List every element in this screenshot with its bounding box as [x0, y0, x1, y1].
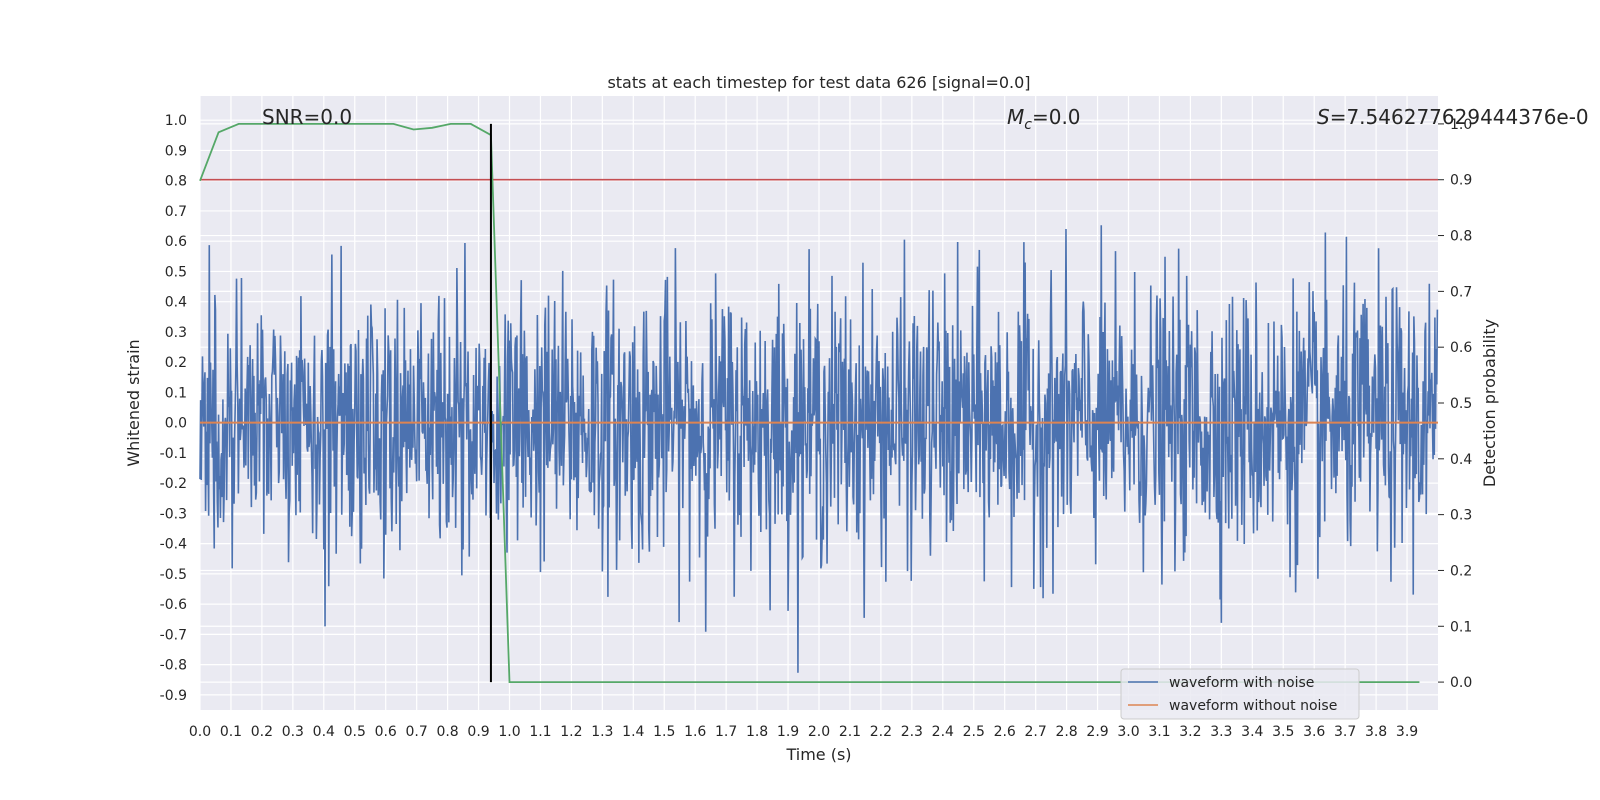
s-symbol: S — [1317, 105, 1330, 129]
left-tick-label: 0.9 — [165, 143, 187, 159]
x-tick-label: 1.7 — [715, 724, 737, 740]
x-tick-label: 2.8 — [1055, 724, 1077, 740]
x-tick-label: 3.3 — [1210, 724, 1232, 740]
right-tick-label: 0.4 — [1450, 452, 1472, 468]
legend: waveform with noise waveform without noi… — [1120, 668, 1360, 720]
mc-annotation: Mc=0.0 — [1007, 105, 1081, 133]
x-tick-label: 1.1 — [529, 724, 551, 740]
x-tick-label: 3.4 — [1241, 724, 1263, 740]
mc-subscript: c — [1024, 117, 1032, 133]
x-tick-label: 0.9 — [467, 724, 489, 740]
x-tick-label: 1.8 — [746, 724, 768, 740]
left-axis-ticks: 1.0 0.9 0.8 0.7 0.6 0.5 0.4 0.3 0.2 0.1 0.0 -0.1 -0.… — [160, 113, 187, 704]
right-tick-label: 0.3 — [1450, 508, 1472, 524]
left-tick-label: -0.1 — [160, 446, 187, 462]
legend-box — [1120, 668, 1360, 720]
left-tick-label: 1.0 — [165, 113, 187, 129]
x-tick-label: 1.3 — [591, 724, 613, 740]
mc-value: =0.0 — [1032, 105, 1081, 129]
x-tick-label: 2.2 — [870, 724, 892, 740]
x-tick-label: 3.0 — [1117, 724, 1139, 740]
x-tick-label: 1.2 — [560, 724, 582, 740]
x-tick-label: 0.5 — [344, 724, 366, 740]
x-tick-label: 3.2 — [1179, 724, 1201, 740]
x-tick-label: 2.7 — [1025, 724, 1047, 740]
x-tick-label: 1.0 — [498, 724, 520, 740]
right-axis-ticks: 1.0 0.9 0.8 0.7 0.6 0.5 0.4 0.3 0.2 0.1 0.0 — [1438, 117, 1472, 691]
left-axis-label: Whitened strain — [124, 339, 143, 466]
chart-title: stats at each timestep for test data 626… — [607, 73, 1030, 92]
x-tick-label: 0.2 — [251, 724, 273, 740]
x-tick-label: 2.9 — [1086, 724, 1108, 740]
left-tick-label: 0.2 — [165, 355, 187, 371]
x-tick-label: 0.3 — [282, 724, 304, 740]
right-tick-label: 0.2 — [1450, 563, 1472, 579]
s-value: =7.546277629444376e-0 — [1330, 105, 1589, 129]
right-tick-label: 0.5 — [1450, 396, 1472, 412]
x-tick-label: 0.7 — [406, 724, 428, 740]
x-tick-label: 0.8 — [436, 724, 458, 740]
left-tick-label: 0.3 — [165, 325, 187, 341]
left-tick-label: 0.0 — [165, 416, 187, 432]
right-tick-label: 0.8 — [1450, 229, 1472, 245]
left-tick-label: 0.6 — [165, 234, 187, 250]
x-tick-label: 1.6 — [684, 724, 706, 740]
right-tick-label: 0.7 — [1450, 284, 1472, 300]
right-tick-label: 0.9 — [1450, 173, 1472, 189]
x-axis-label: Time (s) — [785, 745, 851, 764]
mc-symbol: M — [1007, 105, 1024, 129]
left-tick-label: -0.4 — [160, 537, 187, 553]
x-tick-label: 0.6 — [375, 724, 397, 740]
right-tick-label: 0.1 — [1450, 619, 1472, 635]
x-tick-label: 3.7 — [1334, 724, 1356, 740]
left-tick-label: 0.7 — [165, 204, 187, 220]
left-tick-label: 0.4 — [165, 295, 187, 311]
left-tick-label: -0.9 — [160, 688, 187, 704]
x-tick-label: 3.1 — [1148, 724, 1170, 740]
left-tick-label: -0.6 — [160, 597, 187, 613]
x-tick-label: 0.0 — [189, 724, 211, 740]
right-axis-label: Detection probability — [1480, 319, 1499, 487]
legend-label-noise: waveform with noise — [1169, 675, 1314, 691]
x-tick-label: 2.3 — [901, 724, 923, 740]
x-tick-label: 2.1 — [839, 724, 861, 740]
x-tick-label: 1.4 — [622, 724, 644, 740]
x-tick-label: 3.6 — [1303, 724, 1325, 740]
x-tick-label: 0.4 — [313, 724, 335, 740]
x-tick-label: 2.0 — [808, 724, 830, 740]
legend-label-clean: waveform without noise — [1169, 698, 1337, 714]
right-tick-label: 0.0 — [1450, 675, 1472, 691]
detection-probability-line — [199, 123, 1420, 683]
right-tick-label: 0.6 — [1450, 340, 1472, 356]
waveform-with-noise-line — [199, 225, 1439, 673]
left-tick-label: -0.7 — [160, 627, 187, 643]
x-tick-label: 0.1 — [220, 724, 242, 740]
x-tick-label: 3.8 — [1365, 724, 1387, 740]
x-tick-label: 2.4 — [932, 724, 954, 740]
left-tick-label: 0.5 — [165, 264, 187, 280]
data-series — [199, 123, 1439, 683]
x-tick-label: 1.5 — [653, 724, 675, 740]
s-annotation: S=7.546277629444376e-0 — [1317, 105, 1589, 129]
left-tick-label: -0.2 — [160, 476, 187, 492]
x-tick-label: 2.6 — [994, 724, 1016, 740]
x-tick-label: 3.5 — [1272, 724, 1294, 740]
left-tick-label: -0.8 — [160, 658, 187, 674]
x-tick-label: 2.5 — [963, 724, 985, 740]
snr-annotation: SNR=0.0 — [262, 105, 352, 129]
x-axis-ticks: 0.0 0.1 0.2 0.3 0.4 0.5 0.6 0.7 0.8 0.9 1.0 1.1 1.2 1… — [189, 724, 1418, 740]
left-tick-label: -0.5 — [160, 567, 187, 583]
x-tick-label: 3.9 — [1396, 724, 1418, 740]
right-tick-label: 1.0 — [1450, 117, 1472, 133]
left-tick-label: -0.3 — [160, 506, 187, 522]
left-tick-label: 0.1 — [165, 385, 187, 401]
x-tick-label: 1.9 — [777, 724, 799, 740]
left-tick-label: 0.8 — [165, 174, 187, 190]
